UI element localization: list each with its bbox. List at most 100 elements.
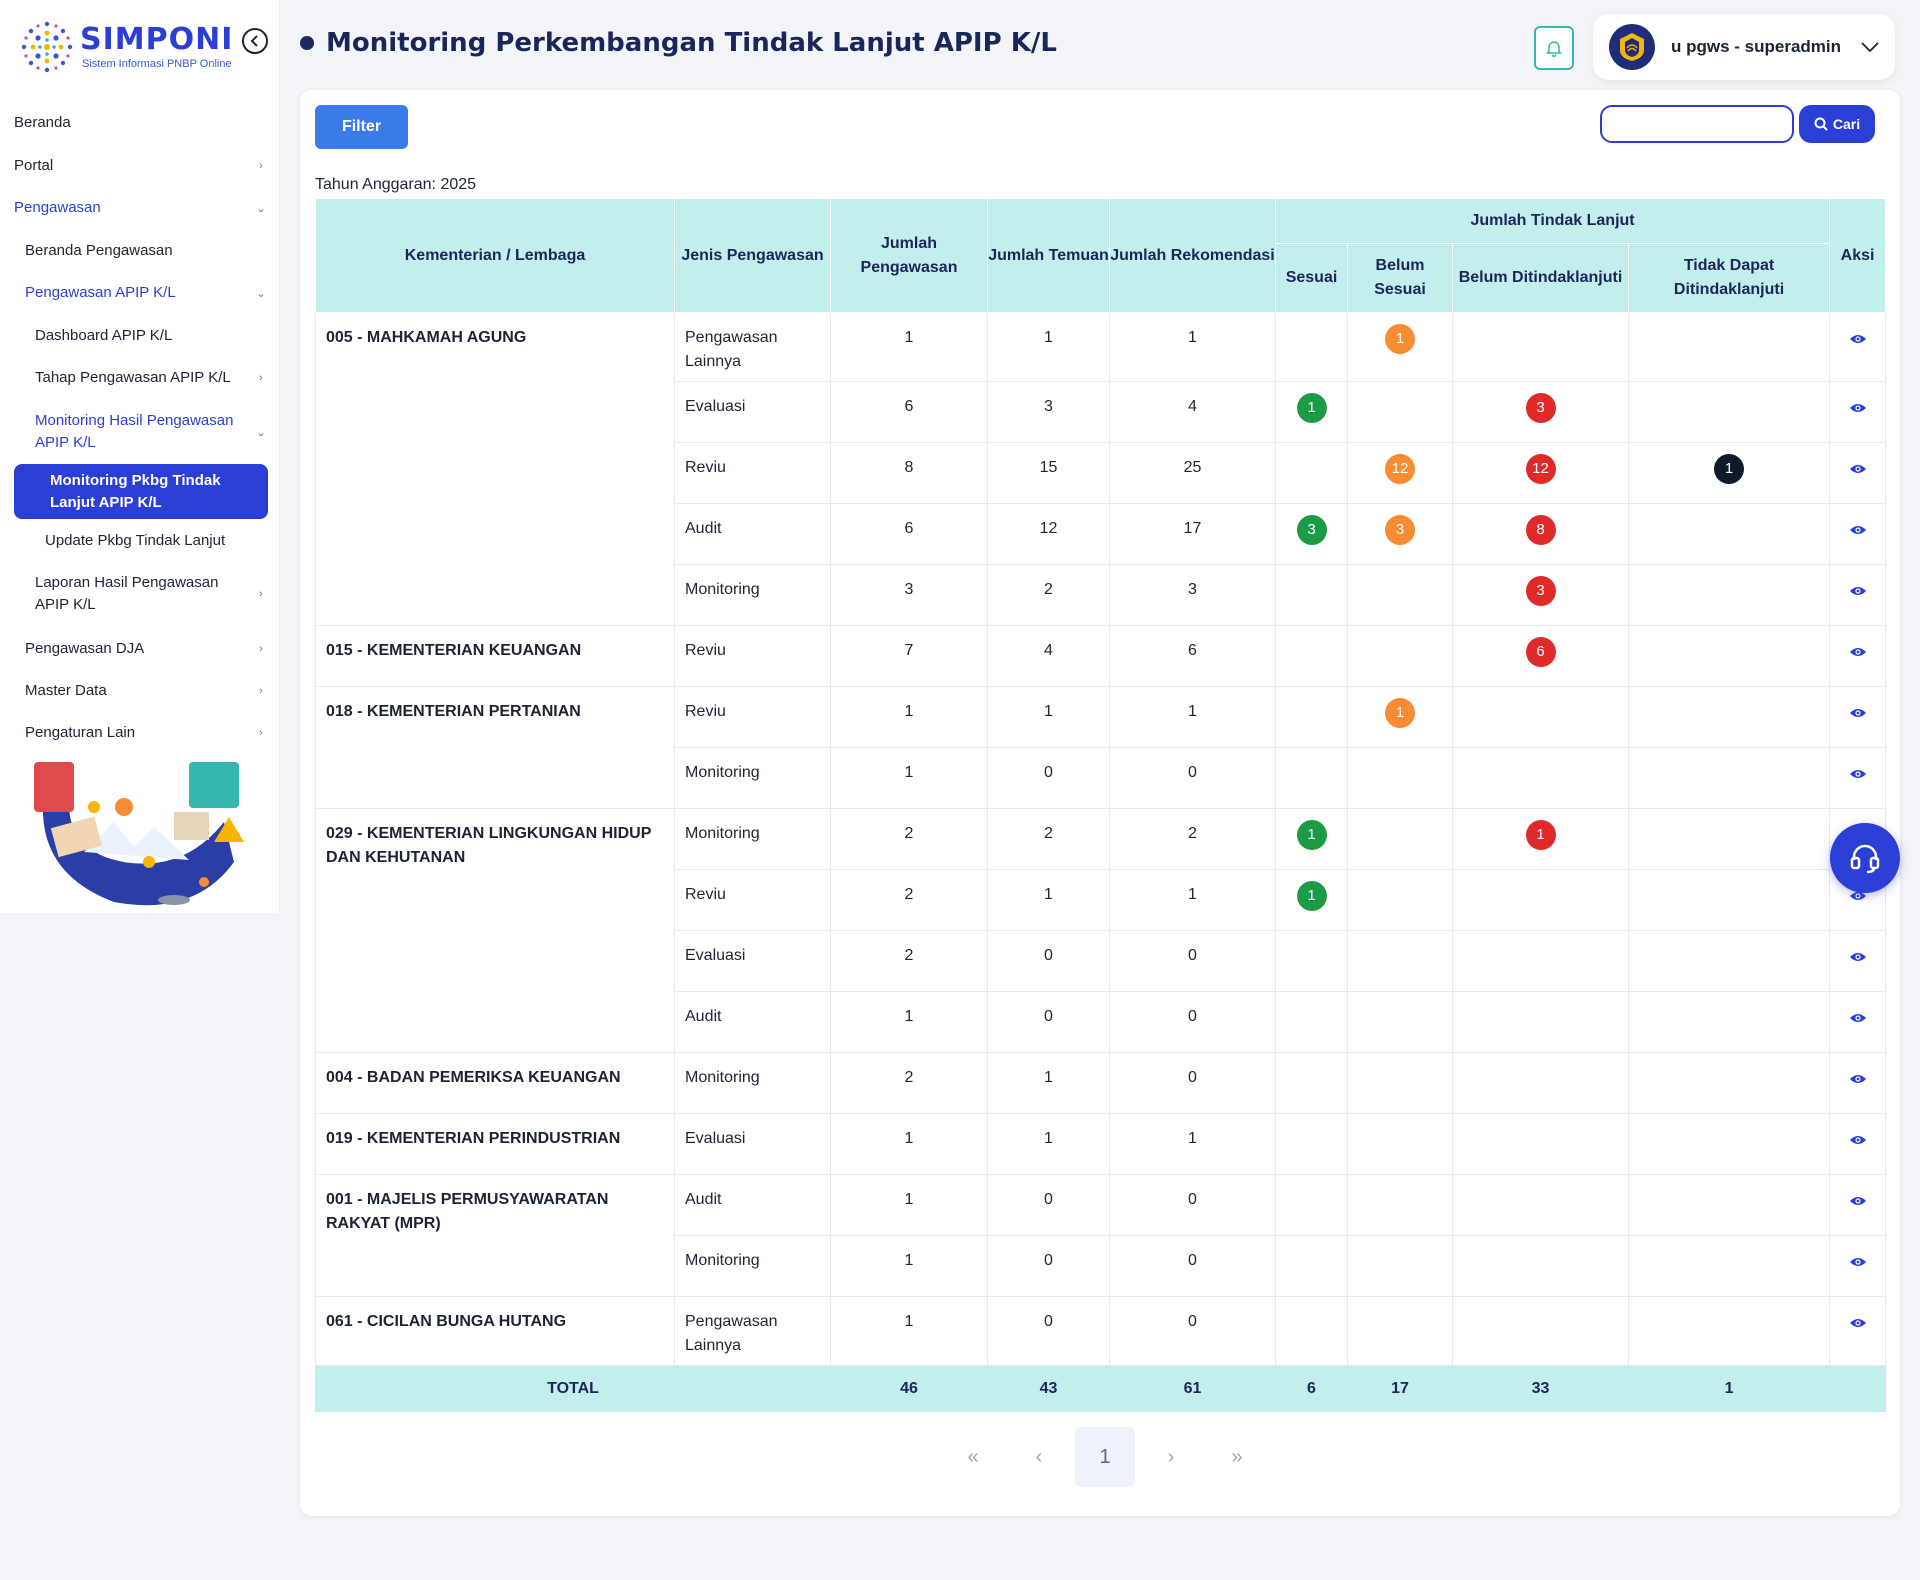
col-header-kl[interactable]: Kementerian / Lembaga [315,198,675,313]
eye-icon [1849,1136,1866,1144]
view-detail-button[interactable] [1849,1130,1867,1154]
sidebar-item-pengaturan-lain[interactable]: Pengaturan Lain › [0,722,272,744]
tidak-dapat-cell [1627,381,1831,443]
sidebar-item-beranda-pengawasan[interactable]: Beranda Pengawasan [25,242,173,259]
tidak-dapat-cell [1627,564,1831,626]
col-header-sesuai[interactable]: Sesuai [1275,243,1348,313]
belum-tl-cell: 3 [1452,564,1629,626]
tidak-dapat-cell [1627,1235,1831,1297]
table-row: 018 - KEMENTERIAN PERTANIAN Reviu 1 1 1 1 [315,686,1887,809]
kl-name: 001 - MAJELIS PERMUSYAWARATAN RAKYAT (MP… [315,1174,675,1297]
sidebar-item-dashboard-apip[interactable]: Dashboard APIP K/L [35,327,173,344]
jenis-pengawasan-cell: Monitoring [674,808,831,870]
tahun-anggaran: Tahun Anggaran: 2025 [315,176,477,193]
sidebar-item-pengawasan-dja[interactable]: Pengawasan DJA › [0,638,272,660]
table-row: Evaluasi 6 3 4 1 3 [316,381,1887,443]
user-menu[interactable]: u pgws - superadmin [1593,14,1895,80]
view-detail-button[interactable] [1849,1069,1867,1093]
aksi-cell [1829,1113,1887,1175]
belum-sesuai-badge: 12 [1385,454,1415,484]
table-row: 001 - MAJELIS PERMUSYAWARATAN RAKYAT (MP… [315,1174,1887,1297]
sidebar-collapse-button[interactable] [242,28,268,54]
sidebar-item-update-pkbg[interactable]: Update Pkbg Tindak Lanjut [45,532,226,549]
belum-ditindaklanjuti-badge: 6 [1525,637,1556,667]
sidebar-item-monitoring-pkbg[interactable]: Monitoring Pkbg Tindak Lanjut APIP K/L [14,464,268,519]
help-button[interactable] [1830,823,1900,893]
col-header-belum-sesuai[interactable]: Belum Sesuai [1347,243,1453,313]
aksi-cell [1829,564,1887,626]
sesuai-cell [1275,991,1348,1053]
jumlah-pengawasan-cell: 2 [830,1052,988,1114]
jumlah-temuan-cell: 1 [987,686,1110,748]
page-button-current[interactable]: 1 [1075,1427,1135,1487]
view-detail-button[interactable] [1849,1191,1867,1215]
view-detail-button[interactable] [1849,886,1867,910]
view-detail-button[interactable] [1849,1313,1867,1337]
col-header-tidak-dapat[interactable]: Tidak Dapat Ditindaklanjuti [1627,243,1831,313]
tidak-dapat-cell [1627,686,1831,748]
sesuai-cell [1275,930,1348,992]
sesuai-cell [1275,686,1348,748]
jumlah-temuan-cell: 1 [987,1113,1110,1175]
view-detail-button[interactable] [1849,947,1867,971]
next-page-button[interactable]: › [1167,1445,1175,1468]
eye-icon [1849,1319,1866,1327]
sidebar-item-monitoring-hasil[interactable]: Monitoring Hasil Pengawasan APIP K/L ⌄ [0,410,272,454]
jumlah-rekomendasi-cell: 0 [1109,1235,1276,1297]
belum-sesuai-cell [1347,747,1453,809]
jumlah-temuan-cell: 0 [987,1296,1110,1366]
sidebar-item-tahap-pengawasan[interactable]: Tahap Pengawasan APIP K/L › [0,367,272,389]
col-header-jumlah-temuan[interactable]: Jumlah Temuan [987,198,1110,313]
eye-icon [1849,1197,1866,1205]
col-header-belum-ditindaklanjuti[interactable]: Belum Ditindaklanjuti [1452,243,1629,313]
last-page-button[interactable]: » [1231,1445,1243,1468]
prev-page-button[interactable]: ‹ [1035,1445,1043,1468]
filter-button[interactable]: Filter [315,105,408,149]
sidebar-item-pengawasan[interactable]: Pengawasan ⌄ [0,197,272,219]
view-detail-button[interactable] [1849,581,1867,605]
sidebar-item-portal[interactable]: Portal › [0,155,272,177]
notification-button[interactable] [1534,26,1574,70]
aksi-cell [1829,503,1887,565]
search-input[interactable] [1600,105,1794,143]
view-detail-button[interactable] [1849,764,1867,788]
view-detail-button[interactable] [1849,1008,1867,1032]
view-detail-button[interactable] [1849,329,1867,353]
sidebar-item-beranda[interactable]: Beranda [14,114,71,131]
eye-icon [1849,709,1866,717]
sidebar-item-laporan-hasil[interactable]: Laporan Hasil Pengawasan APIP K/L › [0,572,272,616]
tidak-dapat-badge: 1 [1714,454,1745,484]
tidak-dapat-cell [1627,1052,1831,1114]
search-button[interactable]: Cari [1799,105,1875,143]
view-detail-button[interactable] [1849,703,1867,727]
belum-tl-cell: 8 [1452,503,1629,565]
eye-icon [1849,648,1866,656]
col-header-jumlah-rekomendasi[interactable]: Jumlah Rekomendasi [1109,198,1276,313]
view-detail-button[interactable] [1849,1252,1867,1276]
belum-sesuai-cell: 12 [1347,442,1453,504]
first-page-button[interactable]: « [967,1445,979,1468]
total-tidak-dapat: 1 [1627,1365,1831,1412]
tidak-dapat-cell [1627,808,1831,870]
headset-icon [1850,844,1880,874]
aksi-cell [1829,381,1887,443]
sidebar-item-master-data[interactable]: Master Data › [0,680,272,702]
sidebar-item-pengawasan-apip[interactable]: Pengawasan APIP K/L ⌄ [0,282,272,304]
jumlah-temuan-cell: 0 [987,1174,1110,1236]
eye-icon [1849,770,1866,778]
table-row: 005 - MAHKAMAH AGUNG Pengawasan Lainnya 1 1… [315,312,1887,626]
belum-sesuai-cell [1347,808,1453,870]
app-logo[interactable]: SIMPONI Sistem Informasi PNBP Online [18,18,268,78]
sesuai-cell [1275,1052,1348,1114]
sesuai-cell [1275,1235,1348,1297]
view-detail-button[interactable] [1849,398,1867,422]
aksi-cell [1829,991,1887,1053]
view-detail-button[interactable] [1849,459,1867,483]
col-header-jumlah-pengawasan[interactable]: Jumlah Pengawasan [830,198,988,313]
view-detail-button[interactable] [1849,642,1867,666]
sesuai-cell [1275,312,1348,382]
col-header-jenis[interactable]: Jenis Pengawasan [674,198,831,313]
jumlah-pengawasan-cell: 1 [830,1113,988,1175]
view-detail-button[interactable] [1849,520,1867,544]
sesuai-cell: 3 [1275,503,1348,565]
